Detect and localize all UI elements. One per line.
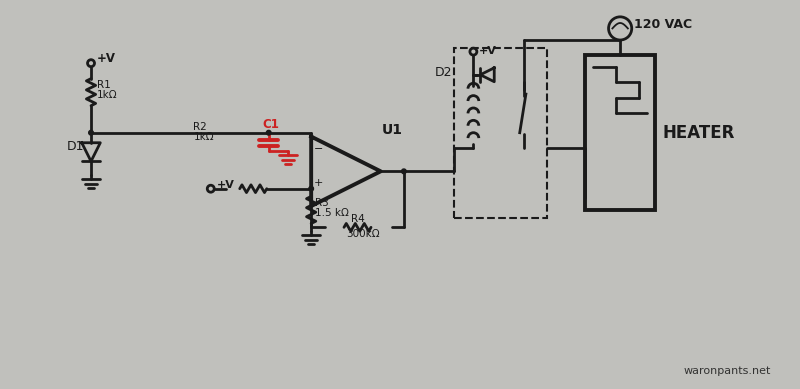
Text: R2: R2 xyxy=(194,122,207,131)
Text: D2: D2 xyxy=(434,66,452,79)
Text: R4: R4 xyxy=(351,214,365,224)
Text: 1kΩ: 1kΩ xyxy=(194,132,214,142)
Circle shape xyxy=(89,130,94,135)
Circle shape xyxy=(266,130,271,135)
Text: R3: R3 xyxy=(315,198,329,208)
Text: −: − xyxy=(314,144,323,154)
Circle shape xyxy=(309,186,314,191)
Bar xyxy=(454,48,546,218)
Text: +: + xyxy=(314,179,323,188)
Text: R1: R1 xyxy=(98,80,111,90)
Circle shape xyxy=(402,169,406,173)
Text: D1: D1 xyxy=(66,140,84,154)
Text: 1.5 kΩ: 1.5 kΩ xyxy=(315,208,349,218)
Text: +V: +V xyxy=(478,46,497,56)
Text: +V: +V xyxy=(217,180,235,190)
Text: HEATER: HEATER xyxy=(662,124,735,142)
Bar xyxy=(586,56,655,210)
Text: 120 VAC: 120 VAC xyxy=(634,18,692,31)
Text: waronpants.net: waronpants.net xyxy=(683,366,770,376)
Text: U1: U1 xyxy=(382,123,403,137)
Text: +V: +V xyxy=(98,53,116,65)
Text: 1kΩ: 1kΩ xyxy=(98,90,118,100)
Text: C1: C1 xyxy=(262,118,279,131)
Text: 300kΩ: 300kΩ xyxy=(346,229,379,238)
